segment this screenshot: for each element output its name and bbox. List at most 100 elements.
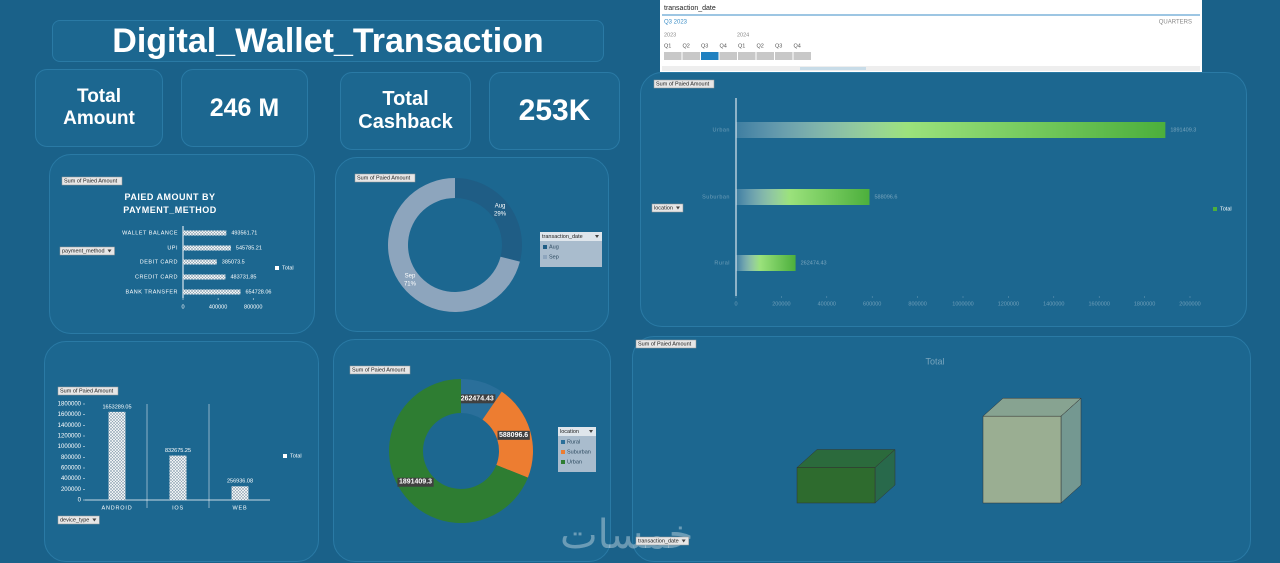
x-tick-label: 0: [734, 301, 737, 307]
x-tick-label: 2000000: [1179, 301, 1200, 307]
legend-swatch: [283, 454, 287, 458]
x-tick-label: IOS: [172, 505, 184, 511]
data-label-box: [397, 477, 434, 487]
x-tick-label: 400000: [818, 301, 836, 307]
x-tick-label: 600000: [863, 301, 881, 307]
legend-label: Rural: [567, 439, 580, 445]
legend-swatch: [543, 255, 547, 259]
timeline-scroll-thumb: [800, 67, 866, 70]
timeline-cell: [719, 52, 737, 60]
timeline-year: 2024: [737, 32, 749, 38]
filter-button: [651, 203, 684, 213]
watermark: خمسات: [560, 512, 694, 558]
data-label: 262474.43: [801, 260, 827, 266]
x-tick-label: 1000000: [952, 301, 973, 307]
donut-slice: [388, 178, 520, 312]
legend-title: transaction_date: [542, 234, 583, 240]
data-label: 654728.06: [245, 289, 271, 295]
filter-button: [635, 536, 689, 546]
filter-arrow: [589, 430, 593, 433]
legend-swatch: [561, 440, 565, 444]
timeline-quarter: Q4: [720, 43, 727, 49]
bar: [183, 259, 217, 265]
bar: [736, 122, 1166, 138]
timeline-quarter: Q2: [683, 43, 690, 49]
timeline-cell: [793, 52, 811, 60]
timeline-scrollbar: [662, 66, 1200, 71]
x-tick-label: WEB: [233, 505, 248, 511]
timeline-quarter: Q1: [664, 43, 671, 49]
y-tick-label: 1200000: [58, 434, 82, 440]
bar: [982, 415, 1062, 504]
timeline-quarter: Q3: [701, 43, 708, 49]
field-button: [635, 339, 697, 349]
y-tick-label: 600000: [61, 466, 82, 472]
data-label: 1891409.3: [399, 479, 432, 486]
x-tick-label: 1800000: [1134, 301, 1155, 307]
bar: [108, 411, 126, 500]
timeline-quarter: Q1: [738, 43, 745, 49]
y-tick-label: 1400000: [58, 423, 82, 429]
data-label: 71%: [404, 282, 417, 288]
legend-label: Aug: [549, 244, 559, 250]
kpi-label: Total Cashback: [340, 72, 471, 150]
legend-swatch: [543, 245, 547, 249]
donut-slice: [455, 178, 522, 262]
timeline-cell: [775, 52, 793, 60]
y-tick-label: 200000: [61, 487, 82, 493]
field-button-label: Sum of Paied Amount: [357, 175, 411, 181]
dashboard-title: Digital_Wallet_Transaction: [52, 20, 604, 62]
timeline-quarter: Q2: [757, 43, 764, 49]
timeline-quarter: Q4: [794, 43, 801, 49]
data-label-box: [459, 394, 496, 404]
data-label: 256936.08: [227, 479, 253, 485]
legend-swatch: [561, 450, 565, 454]
timeline-title: transaction_date: [664, 5, 716, 12]
legend-label: Urban: [567, 459, 582, 465]
category-label: Rural: [714, 260, 730, 266]
data-label: 588096.6: [499, 432, 528, 439]
filter-button-label: payment_method: [62, 248, 105, 254]
x-tick-label: 200000: [772, 301, 790, 307]
data-label: 262474.43: [461, 395, 494, 402]
y-tick-label: 1000000: [58, 444, 82, 450]
category-label: Urban: [713, 127, 730, 133]
field-button-label: Sum of Paied Amount: [656, 81, 710, 87]
y-tick-label: 400000: [61, 476, 82, 482]
bar: [736, 189, 870, 205]
legend-label: Total: [1220, 206, 1232, 212]
filter-arrow: [107, 249, 112, 253]
timeline-cell: [664, 52, 682, 60]
filter-button-label: location: [654, 205, 673, 211]
legend-label: Sep: [549, 254, 559, 260]
filter-arrow: [681, 539, 686, 543]
category-label: Suburban: [702, 194, 730, 200]
legend-label: Total: [282, 265, 294, 271]
timeline-level: QUARTERS: [1159, 20, 1192, 26]
filter-button-label: transaction_date: [638, 538, 679, 544]
kpi-value: 246 M: [181, 69, 308, 147]
kpi-value: 253K: [489, 72, 620, 150]
category-label: BANK TRANSFER: [125, 289, 178, 295]
y-tick-label: 1600000: [58, 412, 82, 418]
data-label: 1653289.05: [102, 404, 131, 410]
bar: [736, 255, 796, 271]
field-button: [349, 365, 411, 375]
x-tick-label: ANDROID: [102, 505, 133, 511]
filter-button: [57, 515, 100, 525]
legend-label: Suburban: [567, 449, 591, 455]
x-tick-label: 400000: [209, 304, 227, 310]
filter-arrow: [595, 235, 599, 238]
bar: [169, 455, 187, 500]
panel: [632, 336, 1251, 562]
kpi-label: Total Amount: [35, 69, 163, 147]
filter-button-label: device_type: [60, 517, 89, 523]
y-tick-label: 800000: [61, 455, 82, 461]
data-label: 29%: [494, 212, 507, 218]
chart-title: Total: [925, 356, 944, 366]
chart-title: PAIED AMOUNT BY PAYMENT_METHOD: [123, 192, 217, 215]
bar: [183, 245, 231, 251]
